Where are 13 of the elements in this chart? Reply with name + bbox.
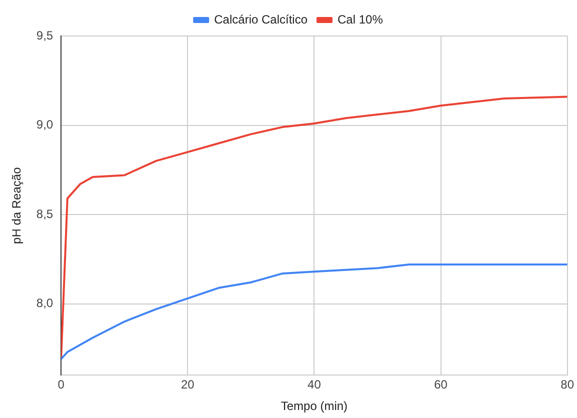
x-axis-title: Tempo (min)	[280, 399, 348, 414]
y-tick-label: 8,5	[36, 206, 54, 221]
y-tick-label: 9,5	[36, 28, 54, 42]
y-tick-label: 8,0	[36, 296, 54, 310]
y-axis-title: pH da Reação	[10, 166, 24, 244]
x-tick-label: 20	[180, 378, 195, 392]
x-tick-label: 60	[434, 378, 448, 392]
y-tick-label: 9,0	[36, 118, 54, 132]
legend-label: Calcário Calcítico	[214, 12, 308, 26]
x-tick-label: 80	[560, 378, 574, 392]
x-tick-label: 40	[308, 378, 322, 392]
legend-label: Cal 10%	[338, 12, 384, 26]
x-tick-label: 0	[58, 378, 65, 392]
